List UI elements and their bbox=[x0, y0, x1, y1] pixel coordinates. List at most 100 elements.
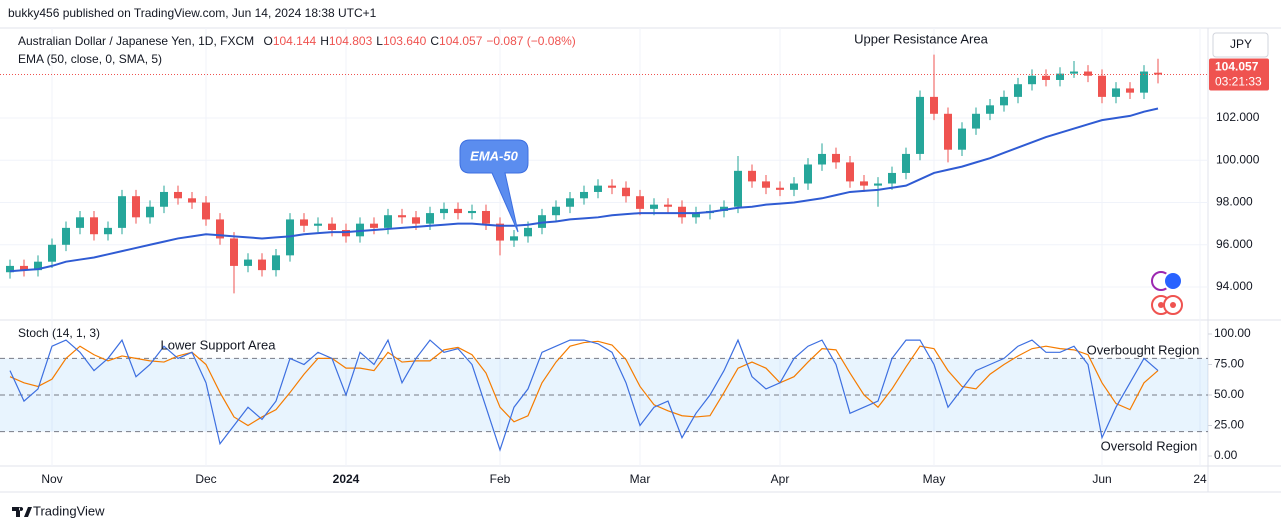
candle-body bbox=[1056, 73, 1064, 80]
candle-body bbox=[468, 210, 476, 214]
candle-body bbox=[580, 191, 588, 199]
symbol: Australian Dollar / Japanese Yen, 1D, FX… bbox=[18, 34, 255, 48]
x-tick-label: May bbox=[923, 472, 946, 486]
x-tick-label: Apr bbox=[771, 472, 790, 486]
candle-body bbox=[104, 227, 112, 235]
annotation: Oversold Region bbox=[1101, 438, 1198, 453]
candle-body bbox=[972, 113, 980, 129]
candle-body bbox=[286, 219, 294, 256]
y-tick-label: 94.000 bbox=[1216, 279, 1253, 293]
candle-body bbox=[692, 213, 700, 218]
quote-key: L bbox=[376, 34, 383, 48]
candle-body bbox=[6, 265, 14, 273]
quote-change: −0.087 (−0.08%) bbox=[486, 34, 576, 48]
x-tick-label: Jun bbox=[1092, 472, 1111, 486]
quote-key: C bbox=[430, 34, 440, 48]
candle-body bbox=[230, 238, 238, 266]
candle-body bbox=[902, 153, 910, 173]
candle-body bbox=[776, 187, 784, 190]
candle-body bbox=[804, 164, 812, 184]
candle-body bbox=[860, 181, 868, 186]
y-tick-label: 75.00 bbox=[1214, 357, 1244, 371]
candle-body bbox=[790, 183, 798, 190]
candle-body bbox=[832, 153, 840, 163]
annotation: EMA-50 bbox=[470, 148, 518, 163]
candle-body bbox=[650, 204, 658, 209]
candle-body bbox=[118, 196, 126, 228]
candle-body bbox=[328, 223, 336, 230]
candle-body bbox=[1070, 71, 1078, 74]
brand-logo bbox=[12, 507, 32, 517]
candle-body bbox=[1000, 96, 1008, 106]
ema-line bbox=[9, 107, 1159, 273]
annotation: Overbought Region bbox=[1087, 342, 1200, 357]
candle-body bbox=[1084, 71, 1092, 76]
indicator-label: Stoch (14, 1, 3) bbox=[18, 326, 101, 340]
publisher: bukky456 published on TradingView.com, J… bbox=[8, 6, 377, 20]
candle-body bbox=[748, 170, 756, 182]
candle-body bbox=[76, 217, 84, 228]
y-tick-label: 25.00 bbox=[1214, 418, 1244, 432]
candle-body bbox=[384, 215, 392, 228]
candle-body bbox=[1112, 88, 1120, 97]
candle-body bbox=[300, 219, 308, 226]
symbol-line: Australian Dollar / Japanese Yen, 1D, FX… bbox=[18, 34, 576, 48]
candle-body bbox=[1140, 71, 1148, 93]
price-tag bbox=[1209, 58, 1269, 91]
candle-body bbox=[566, 198, 574, 207]
candle-body bbox=[538, 215, 546, 228]
candle-body bbox=[818, 153, 826, 165]
y-tick-label: 98.000 bbox=[1216, 195, 1253, 209]
candle-body bbox=[132, 196, 140, 218]
candle-body bbox=[762, 181, 770, 188]
x-tick-label: Feb bbox=[490, 472, 511, 486]
candle-body bbox=[356, 223, 364, 237]
candle-body bbox=[594, 185, 602, 192]
candle-body bbox=[398, 215, 406, 218]
candle-body bbox=[440, 208, 448, 214]
candle-body bbox=[146, 206, 154, 218]
candle-body bbox=[1028, 75, 1036, 85]
candle-body bbox=[664, 204, 672, 207]
x-tick-label: Mar bbox=[630, 472, 651, 486]
candle-body bbox=[258, 259, 266, 271]
candle-body bbox=[188, 198, 196, 203]
quote-value: 104.144 bbox=[272, 34, 317, 48]
stoch-line bbox=[9, 340, 1159, 427]
candle-body bbox=[552, 206, 560, 216]
candle-body bbox=[20, 265, 28, 271]
y-tick-label: 100.000 bbox=[1216, 152, 1260, 166]
price-tag-label: 104.057 bbox=[1215, 60, 1259, 74]
currency-box[interactable] bbox=[1212, 32, 1269, 58]
candle-body bbox=[160, 191, 168, 207]
candle-body bbox=[636, 196, 644, 209]
brand-name: TradingView bbox=[33, 503, 105, 518]
quote-value: 104.803 bbox=[328, 34, 373, 48]
candle-body bbox=[34, 261, 42, 271]
candle-body bbox=[1154, 72, 1162, 75]
candle-body bbox=[90, 217, 98, 235]
y-tick-label: 102.000 bbox=[1216, 110, 1260, 124]
callout-bubble bbox=[459, 139, 529, 233]
candle-body bbox=[216, 219, 224, 239]
candle-body bbox=[244, 259, 252, 266]
candle-body bbox=[48, 244, 56, 262]
candle-body bbox=[916, 96, 924, 154]
candle-body bbox=[986, 105, 994, 114]
x-tick-label: Nov bbox=[41, 472, 62, 486]
candle-body bbox=[314, 223, 322, 226]
candle-body bbox=[888, 172, 896, 184]
indicator-label: EMA (50, close, 0, SMA, 5) bbox=[18, 52, 163, 66]
candle-body bbox=[734, 170, 742, 207]
candle-body bbox=[496, 223, 504, 241]
quote-key: O bbox=[263, 34, 273, 48]
annotation: Lower Support Area bbox=[161, 337, 277, 352]
watermark-icons bbox=[1151, 271, 1183, 315]
candle-body bbox=[510, 236, 518, 241]
candle-body bbox=[874, 183, 882, 186]
candle-body bbox=[174, 191, 182, 199]
candle-body bbox=[482, 210, 490, 224]
candle-body bbox=[720, 206, 728, 211]
